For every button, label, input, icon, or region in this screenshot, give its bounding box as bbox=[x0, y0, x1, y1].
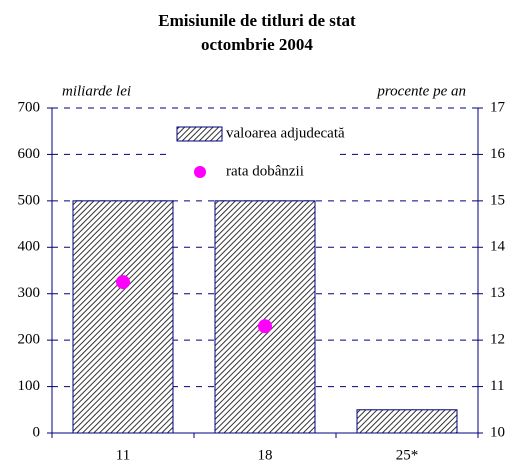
y2-tick-label: 10 bbox=[490, 424, 505, 440]
point bbox=[116, 275, 130, 290]
chart-subtitle: octombrie 2004 bbox=[201, 35, 313, 54]
x-tick-label: 18 bbox=[258, 447, 273, 463]
legend-label: valoarea adjudecată bbox=[226, 125, 345, 141]
y-tick-label: 200 bbox=[18, 332, 41, 348]
y2-tick-label: 15 bbox=[490, 192, 505, 208]
y2-axis-label: procente pe an bbox=[376, 83, 466, 99]
x-tick-label: 25* bbox=[396, 447, 419, 463]
y-tick-label: 400 bbox=[18, 239, 41, 255]
y2-tick-label: 16 bbox=[490, 146, 506, 162]
legend-label: rata dobânzii bbox=[226, 163, 304, 179]
y-axis-label: miliarde lei bbox=[62, 83, 131, 99]
y2-tick-label: 13 bbox=[490, 285, 505, 301]
y-tick-label: 0 bbox=[33, 424, 41, 440]
y-tick-label: 700 bbox=[18, 99, 41, 115]
legend-swatch bbox=[176, 126, 223, 142]
y-tick-label: 300 bbox=[18, 285, 41, 301]
y-tick-label: 600 bbox=[18, 146, 41, 162]
bar bbox=[214, 200, 316, 434]
y-tick-label: 500 bbox=[18, 192, 41, 208]
y2-tick-label: 14 bbox=[490, 239, 506, 255]
y2-tick-label: 11 bbox=[490, 378, 504, 394]
bar bbox=[72, 200, 174, 434]
bar bbox=[356, 409, 458, 434]
legend-swatch bbox=[194, 166, 206, 178]
y2-tick-label: 12 bbox=[490, 332, 505, 348]
x-tick-label: 11 bbox=[116, 447, 130, 463]
chart-title: Emisiunile de titluri de stat bbox=[158, 11, 356, 30]
point bbox=[258, 319, 272, 334]
y-tick-label: 100 bbox=[18, 378, 41, 394]
y2-tick-label: 17 bbox=[490, 99, 506, 115]
